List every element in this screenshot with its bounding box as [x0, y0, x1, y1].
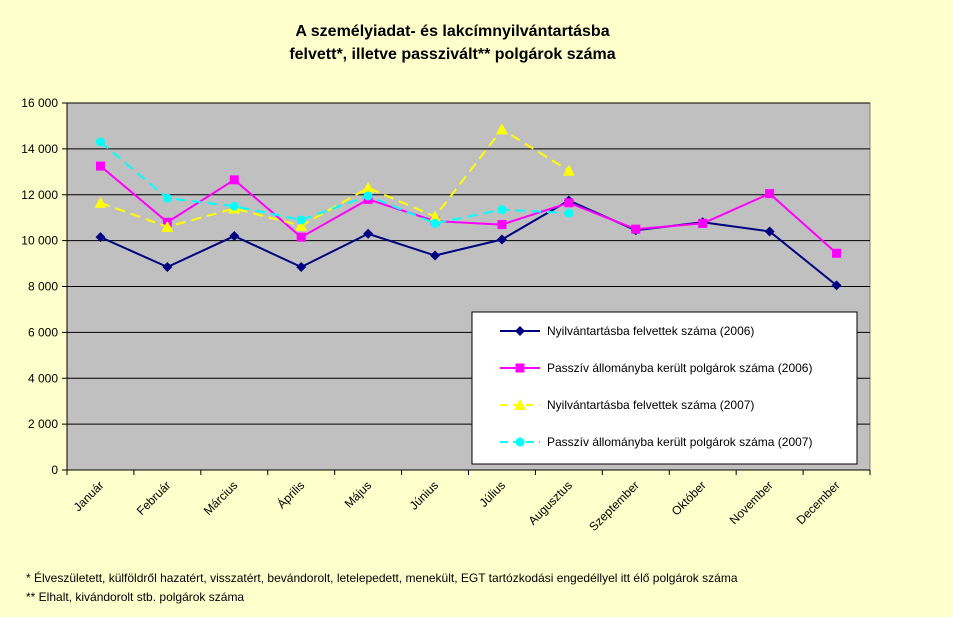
legend-item: Passzív állományba került polgárok száma…	[500, 361, 812, 375]
data-point	[95, 161, 105, 171]
data-point	[161, 220, 174, 232]
x-tick-label: Augusztus	[525, 478, 575, 528]
x-tick-label: Június	[407, 478, 441, 512]
data-point	[162, 193, 172, 203]
data-point	[296, 232, 306, 242]
series-line	[100, 199, 838, 287]
legend-label: Passzív állományba került polgárok száma…	[547, 435, 812, 449]
legend-label: Nyilvántartásba felvettek száma (2006)	[547, 324, 754, 338]
y-tick-label: 2 000	[28, 417, 58, 431]
x-tick-label: Július	[476, 478, 508, 510]
y-tick-label: 4 000	[28, 371, 58, 385]
y-tick-label: 14 000	[21, 142, 58, 156]
x-tick-label: December	[794, 478, 843, 527]
legend-item: Nyilvántartásba felvettek száma (2006)	[500, 324, 754, 338]
data-point	[95, 137, 105, 147]
data-point	[631, 224, 641, 234]
data-point	[429, 210, 442, 222]
x-tick-label: Október	[669, 478, 709, 518]
y-tick-label: 10 000	[21, 234, 58, 248]
data-point	[832, 248, 842, 258]
data-point	[95, 232, 106, 243]
legend-marker	[515, 363, 525, 373]
data-point	[229, 175, 239, 185]
data-point	[764, 226, 775, 237]
legend-marker	[515, 326, 525, 336]
series-line	[99, 141, 569, 225]
data-point	[497, 220, 507, 230]
data-point	[698, 218, 708, 228]
x-tick-label: Szeptember	[586, 478, 642, 534]
legend-label: Nyilvántartásba felvettek száma (2007)	[547, 398, 754, 412]
y-tick-label: 12 000	[21, 188, 58, 202]
data-point	[495, 123, 508, 135]
data-point	[430, 218, 440, 228]
series-4	[95, 137, 574, 228]
data-point	[497, 205, 507, 215]
data-point	[296, 262, 307, 273]
footnote-births: * Élveszületett, külföldről hazatért, vi…	[26, 571, 738, 585]
data-point	[362, 181, 375, 193]
x-tick-label: Április	[274, 478, 308, 512]
series-line	[99, 165, 838, 254]
x-tick-label: Március	[201, 478, 241, 518]
legend-marker	[515, 437, 525, 447]
series-layer	[94, 123, 842, 291]
y-tick-label: 0	[51, 463, 58, 477]
legend: Nyilvántartásba felvettek száma (2006) Pa…	[471, 311, 858, 465]
legend-label: Passzív állományba került polgárok száma…	[547, 361, 812, 375]
legend-marker	[514, 399, 526, 410]
data-point	[295, 219, 308, 231]
legend-item: Nyilvántartásba felvettek száma (2007)	[500, 398, 754, 412]
data-point	[94, 196, 107, 208]
x-tick-label: Január	[71, 478, 107, 514]
data-point	[363, 228, 374, 239]
data-point	[564, 198, 574, 208]
series-line	[100, 128, 570, 228]
y-tick-label: 16 000	[21, 96, 58, 110]
data-point	[229, 231, 240, 242]
chart-title-line-1: A személyiadat- és lakcímnyilvántartásba	[295, 23, 610, 40]
data-point	[831, 280, 842, 291]
x-tick-label: Február	[134, 478, 174, 518]
data-point	[162, 262, 173, 273]
y-tick-label: 6 000	[28, 325, 58, 339]
data-point	[765, 189, 775, 199]
y-tick-label: 8 000	[28, 280, 58, 294]
data-point	[229, 201, 239, 211]
legend-item: Passzív állományba került polgárok száma…	[500, 435, 812, 449]
chart-title: A személyiadat- és lakcímnyilvántartásba…	[0, 20, 905, 66]
data-point	[564, 208, 574, 218]
chart-title-line-2: felvett*, illetve passzivált** polgárok …	[289, 46, 616, 63]
data-point	[363, 191, 373, 201]
data-point	[496, 234, 507, 245]
legend-box	[471, 311, 858, 465]
x-tick-label: Május	[342, 478, 375, 511]
x-tick-label: November	[727, 478, 776, 527]
footnote-deaths: ** Elhalt, kivándorolt stb. polgárok szá…	[26, 590, 245, 604]
data-point	[562, 164, 575, 176]
data-point	[430, 250, 441, 261]
data-point	[296, 215, 306, 225]
